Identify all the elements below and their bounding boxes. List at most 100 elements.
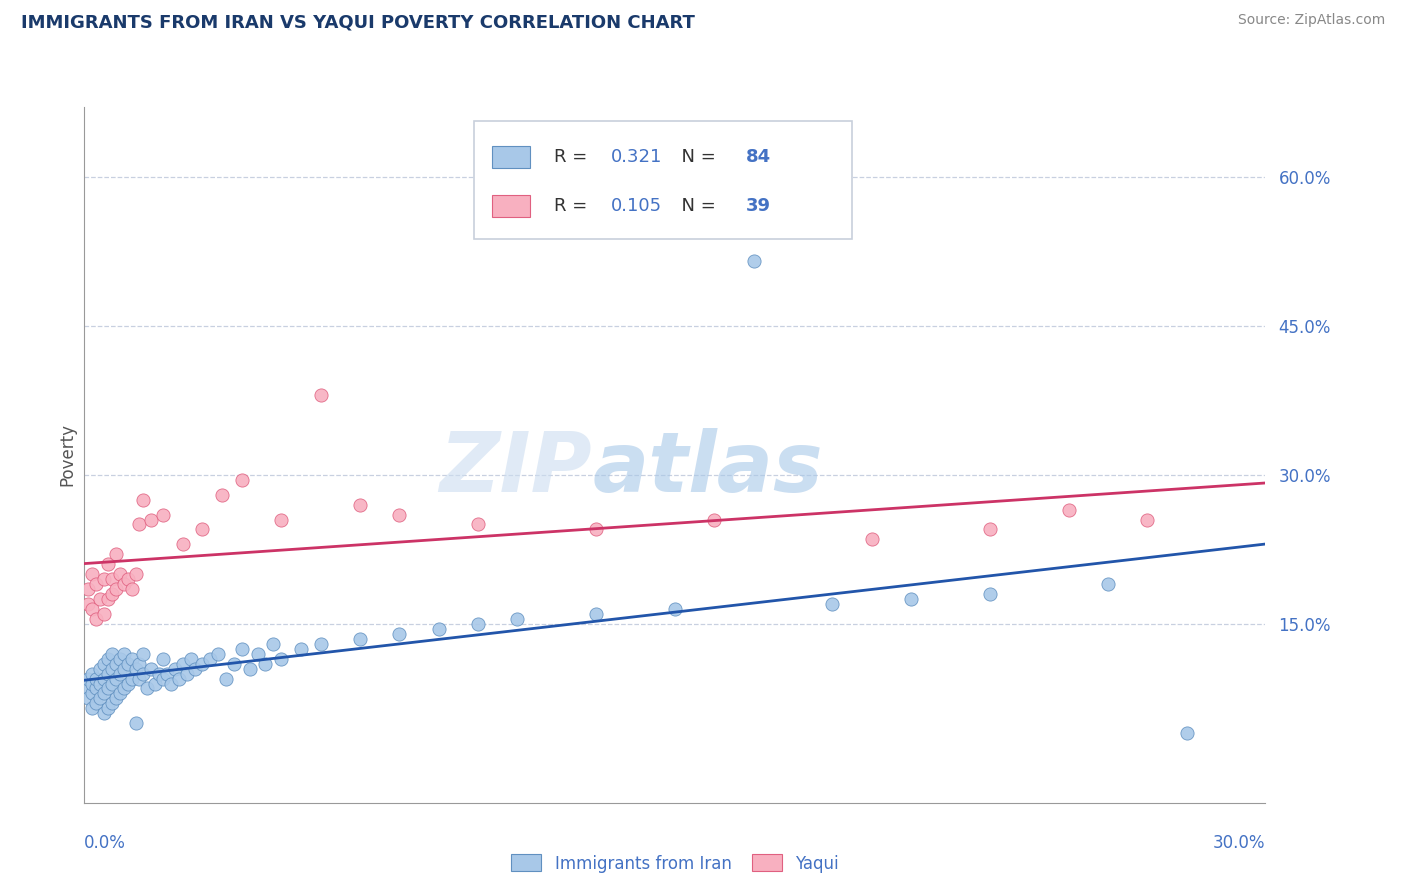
Point: [121, 651, 143, 665]
Point: [82, 686, 104, 700]
Point: [183, 662, 205, 676]
Point: [101, 647, 124, 661]
Y-axis label: Poverty: Poverty: [58, 424, 76, 486]
Point: [89, 592, 111, 607]
Point: [97, 558, 120, 572]
Point: [93, 572, 115, 586]
Point: [180, 651, 202, 665]
Point: [108, 651, 131, 665]
Point: [467, 517, 489, 532]
Point: [97, 666, 120, 681]
Point: [82, 602, 104, 616]
Point: [104, 582, 127, 596]
Point: [1175, 726, 1198, 740]
Point: [143, 676, 166, 690]
Point: [703, 512, 725, 526]
Point: [84, 672, 107, 686]
Point: [309, 388, 332, 402]
Point: [222, 657, 245, 671]
Point: [121, 672, 143, 686]
Point: [77, 681, 100, 696]
Point: [77, 582, 100, 596]
Point: [900, 592, 922, 607]
Point: [117, 657, 139, 671]
Point: [108, 567, 131, 582]
Point: [104, 547, 127, 561]
Point: [979, 523, 1001, 537]
FancyBboxPatch shape: [474, 121, 852, 239]
Point: [1097, 577, 1119, 591]
Text: IMMIGRANTS FROM IRAN VS YAQUI POVERTY CORRELATION CHART: IMMIGRANTS FROM IRAN VS YAQUI POVERTY CO…: [21, 13, 695, 31]
Text: atlas: atlas: [592, 428, 823, 509]
Point: [112, 681, 135, 696]
Point: [215, 672, 238, 686]
Point: [112, 647, 135, 661]
Point: [101, 676, 124, 690]
Point: [132, 492, 155, 507]
Point: [167, 672, 190, 686]
Point: [124, 567, 146, 582]
Point: [82, 666, 104, 681]
Point: [136, 681, 159, 696]
Point: [108, 666, 131, 681]
Point: [89, 676, 111, 690]
Point: [156, 666, 179, 681]
Point: [89, 691, 111, 706]
Point: [148, 666, 170, 681]
Point: [239, 662, 262, 676]
Point: [254, 657, 277, 671]
Point: [93, 657, 115, 671]
Point: [309, 637, 332, 651]
Point: [82, 701, 104, 715]
Point: [124, 662, 146, 676]
Point: [152, 651, 174, 665]
Point: [132, 647, 155, 661]
Point: [93, 706, 115, 721]
Text: R =: R =: [554, 197, 593, 215]
Point: [101, 572, 124, 586]
Point: [84, 681, 107, 696]
Point: [979, 587, 1001, 601]
Point: [128, 657, 150, 671]
Point: [176, 666, 198, 681]
Text: 0.321: 0.321: [612, 148, 662, 166]
Point: [97, 701, 120, 715]
Point: [104, 691, 127, 706]
Point: [77, 597, 100, 611]
Point: [270, 651, 292, 665]
Point: [112, 577, 135, 591]
Point: [207, 647, 229, 661]
Point: [82, 676, 104, 690]
Point: [124, 716, 146, 731]
Point: [231, 473, 253, 487]
Point: [388, 627, 411, 641]
Point: [585, 607, 607, 621]
Point: [93, 672, 115, 686]
Point: [152, 508, 174, 522]
Point: [132, 666, 155, 681]
Point: [427, 622, 450, 636]
Point: [104, 657, 127, 671]
Point: [585, 523, 607, 537]
Text: 30.0%: 30.0%: [1213, 834, 1265, 852]
Point: [172, 537, 194, 551]
Point: [388, 508, 411, 522]
Text: 84: 84: [745, 148, 770, 166]
Point: [128, 672, 150, 686]
Point: [290, 641, 312, 656]
Point: [77, 672, 100, 686]
Point: [97, 681, 120, 696]
Text: R =: R =: [554, 148, 593, 166]
Point: [349, 632, 371, 646]
Text: Source: ZipAtlas.com: Source: ZipAtlas.com: [1237, 13, 1385, 28]
Point: [117, 676, 139, 690]
Point: [77, 691, 100, 706]
Point: [97, 651, 120, 665]
Point: [121, 582, 143, 596]
Text: N =: N =: [671, 197, 721, 215]
Text: ZIP: ZIP: [440, 428, 592, 509]
FancyBboxPatch shape: [492, 194, 530, 217]
FancyBboxPatch shape: [492, 146, 530, 169]
Text: 39: 39: [745, 197, 770, 215]
Point: [664, 602, 686, 616]
